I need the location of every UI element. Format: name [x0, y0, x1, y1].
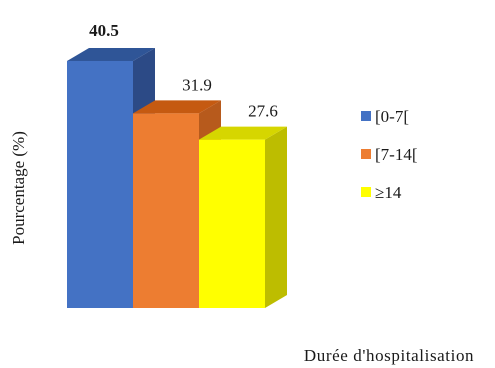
data-label-1: 40.5: [89, 21, 119, 40]
bar-top-2: [133, 100, 221, 114]
legend-swatch-2: [361, 149, 371, 159]
legend-swatch-1: [361, 111, 371, 121]
legend: [0-7[ [7-14[ ≥14: [361, 107, 418, 202]
data-label-2: 31.9: [182, 75, 212, 94]
bar-top-3: [199, 126, 287, 140]
bar-3: [199, 139, 265, 308]
bar-top-1: [67, 47, 155, 61]
bars-group: [67, 47, 287, 309]
legend-swatch-3: [361, 187, 371, 197]
y-axis-label: Pourcentage (%): [9, 131, 28, 245]
bar-side-3: [265, 126, 287, 308]
legend-label-3: ≥14: [375, 183, 402, 202]
bar-1: [67, 60, 133, 309]
legend-label-1: [0-7[: [375, 107, 409, 126]
x-axis-label: Durée d'hospitalisation: [304, 346, 474, 365]
data-labels-group: 40.5 31.9 27.6: [89, 21, 278, 121]
bar-2: [133, 113, 199, 308]
data-label-3: 27.6: [248, 102, 278, 121]
legend-label-2: [7-14[: [375, 145, 418, 164]
